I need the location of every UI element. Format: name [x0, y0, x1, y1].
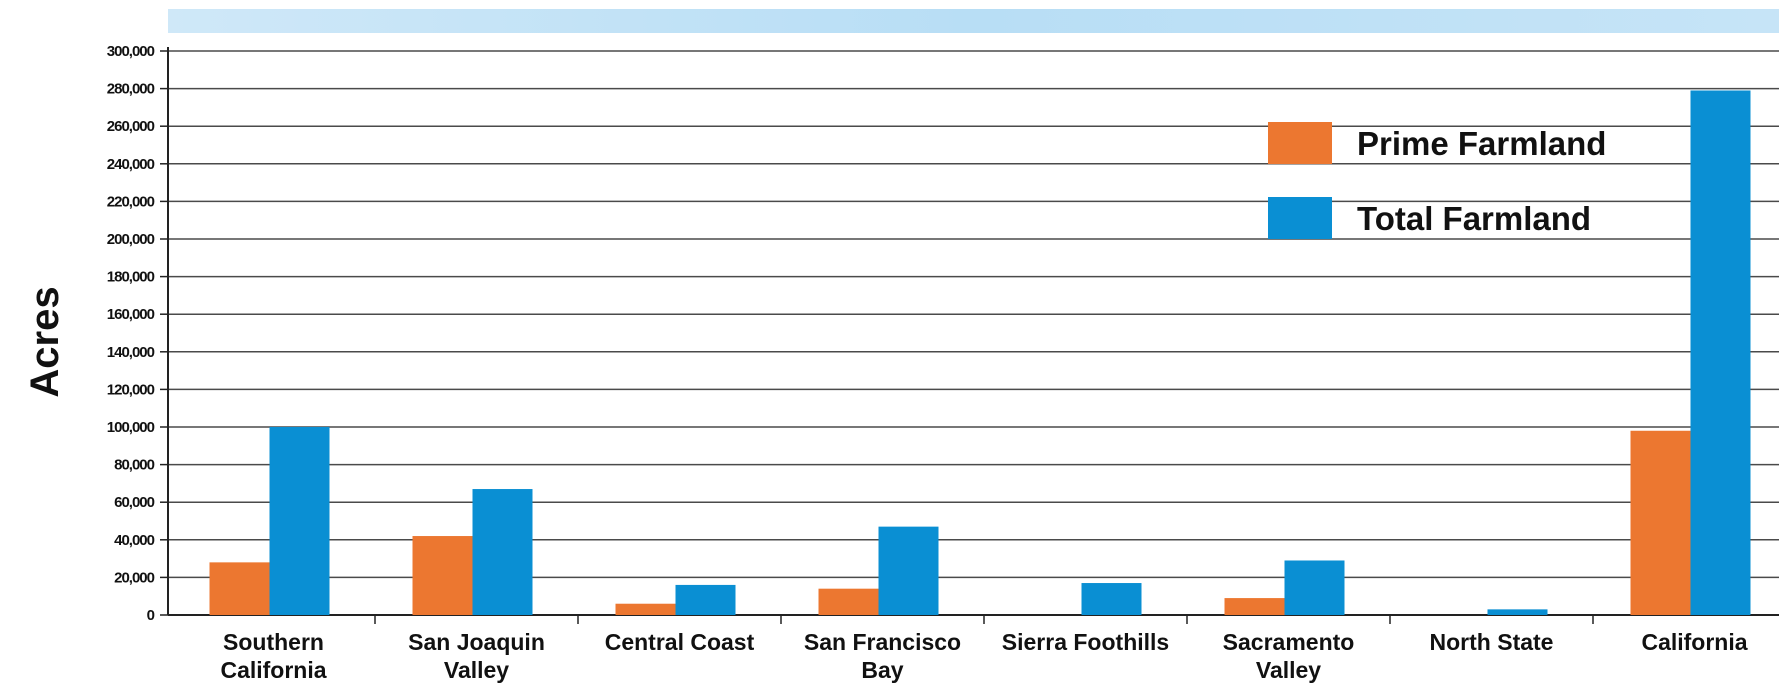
- y-tick-labels: 0 20,000 40,000 60,000 80,000 100,000 120,000 1…: [107, 43, 156, 624]
- x-category-label: Bay: [861, 657, 903, 683]
- x-category-label: Southern: [223, 629, 324, 655]
- x-category-label: San Francisco: [804, 629, 961, 655]
- y-tick-label: 20,000: [114, 569, 155, 586]
- y-tick-label: 60,000: [114, 494, 155, 511]
- total-farmland-bar: [1690, 90, 1751, 616]
- x-category-label: North State: [1430, 629, 1554, 655]
- y-tick-label: 160,000: [107, 306, 155, 323]
- legend-swatch: [1268, 122, 1332, 164]
- bars: [209, 90, 1751, 616]
- y-tick-label: 120,000: [107, 381, 155, 398]
- total-farmland-bar: [1081, 583, 1142, 615]
- x-category-label: Valley: [444, 657, 509, 683]
- prime-farmland-bar: [412, 536, 473, 615]
- y-tick-label: 180,000: [107, 269, 155, 286]
- y-tick-label: 140,000: [107, 344, 155, 361]
- y-tick-label: 260,000: [107, 118, 155, 135]
- legend-swatch: [1268, 197, 1332, 239]
- x-category-label: San Joaquin: [408, 629, 545, 655]
- y-tick-label: 0: [147, 607, 155, 624]
- top-banner: [168, 9, 1779, 33]
- x-category-label: Valley: [1256, 657, 1321, 683]
- x-category-label: California: [1641, 629, 1747, 655]
- y-tick-label: 280,000: [107, 81, 155, 98]
- legend-label: Total Farmland: [1357, 200, 1591, 237]
- legend-label: Prime Farmland: [1357, 125, 1606, 162]
- y-tick-label: 240,000: [107, 156, 155, 173]
- prime-farmland-bar: [818, 588, 879, 615]
- prime-farmland-bar: [1630, 430, 1691, 615]
- y-tick-label: 200,000: [107, 231, 155, 248]
- x-category-label: California: [220, 657, 326, 683]
- prime-farmland-bar: [615, 603, 676, 615]
- legend: Prime Farmland Total Farmland: [1268, 122, 1606, 239]
- total-farmland-bar: [269, 427, 330, 615]
- prime-farmland-bar: [1224, 598, 1285, 615]
- gridlines: [168, 50, 1779, 579]
- y-tick-label: 300,000: [107, 43, 155, 60]
- y-tick-label: 40,000: [114, 532, 155, 549]
- x-category-label: Sierra Foothills: [1002, 629, 1169, 655]
- total-farmland-bar: [675, 584, 736, 615]
- x-category-label: Central Coast: [605, 629, 755, 655]
- y-tick-label: 100,000: [107, 419, 155, 436]
- total-farmland-bar: [472, 489, 533, 615]
- x-category-label: Sacramento: [1223, 629, 1355, 655]
- total-farmland-bar: [878, 526, 939, 615]
- y-axis-label: Acres: [23, 286, 67, 397]
- total-farmland-bar: [1487, 609, 1548, 615]
- y-tick-label: 220,000: [107, 193, 155, 210]
- total-farmland-bar: [1284, 560, 1345, 615]
- prime-farmland-bar: [209, 562, 270, 615]
- y-tick-label: 80,000: [114, 457, 155, 474]
